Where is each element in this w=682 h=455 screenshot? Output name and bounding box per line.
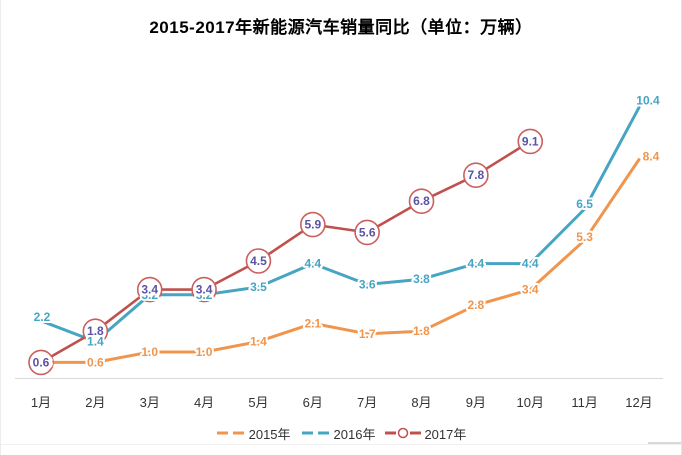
data-label: 8.4 (643, 150, 660, 164)
legend-label-2017: 2017年 (424, 426, 467, 442)
data-point-marker[interactable] (517, 128, 544, 155)
x-tick-label: 6月 (303, 395, 323, 410)
data-label: 3.4 (141, 283, 158, 297)
data-label: 5.9 (304, 218, 321, 232)
data-label: 4.4 (304, 257, 321, 271)
data-label: 3.8 (413, 272, 430, 286)
data-label: 0.6 (35, 355, 52, 369)
legend-marker-2017-icon (385, 427, 422, 439)
x-tick-label: 2月 (85, 395, 105, 410)
data-point-marker[interactable] (299, 211, 326, 238)
x-tick-label: 5月 (248, 395, 268, 410)
data-label: 7.8 (468, 168, 485, 182)
legend-item-2015[interactable]: 2015年 (216, 424, 291, 443)
data-point-marker[interactable] (28, 349, 54, 376)
legend-label-2015: 2015年 (248, 426, 291, 442)
data-label: 6.8 (413, 194, 430, 208)
data-point-marker[interactable] (463, 162, 489, 188)
data-point-marker[interactable] (82, 318, 109, 345)
bottom-divider (1, 444, 681, 445)
legend-item-2016[interactable]: 2016年 (301, 424, 376, 443)
data-label: 1.7 (359, 327, 376, 341)
data-label: 2.2 (34, 310, 51, 324)
x-tick-label: 9月 (466, 395, 486, 410)
data-label: 3.5 (250, 280, 267, 294)
data-label: 3.2 (141, 288, 158, 302)
legend-label-2016: 2016年 (333, 426, 376, 442)
x-tick-label: 4月 (194, 395, 214, 410)
data-label: 2.8 (468, 298, 485, 312)
x-tick-label: 12月 (625, 395, 652, 410)
x-tick-label: 8月 (411, 395, 431, 410)
data-label: 10.4 (636, 94, 660, 108)
data-label: 2.1 (304, 316, 321, 330)
data-label: 1.4 (87, 335, 104, 349)
legend-circle-marker (398, 427, 409, 439)
data-label: 5.6 (359, 225, 376, 239)
data-point-marker[interactable] (354, 219, 380, 246)
watermark (648, 442, 681, 444)
data-label: 4.4 (522, 257, 539, 271)
data-label: 4.4 (468, 257, 485, 271)
legend: 2015年 2016年 2017年 (1, 424, 681, 442)
x-tick-label: 11月 (571, 395, 598, 410)
data-label: 1.8 (87, 324, 104, 338)
x-tick-label: 7月 (357, 395, 377, 410)
data-point-marker[interactable] (136, 276, 163, 303)
data-label: 1.8 (413, 324, 430, 338)
legend-marker-2016-icon (301, 431, 329, 435)
x-tick-label: 1月 (31, 395, 51, 410)
data-label: 3.6 (359, 277, 376, 291)
data-label: 0.6 (33, 355, 50, 369)
series-line-2017年 (39, 140, 532, 364)
data-point-marker[interactable] (245, 248, 272, 274)
data-label: 0.6 (87, 355, 104, 369)
legend-marker-2015-icon (216, 431, 244, 435)
legend-item-2017[interactable]: 2017年 (385, 424, 466, 443)
data-label: 3.4 (522, 283, 539, 297)
data-label: 4.5 (250, 254, 267, 268)
data-label: 3.4 (196, 283, 213, 297)
data-label: 1.0 (141, 345, 158, 359)
data-label: 3.2 (196, 288, 213, 302)
chart-title: 2015-2017年新能源汽车销量同比（单位：万辆） (149, 18, 533, 37)
data-label: 6.5 (576, 197, 593, 211)
data-label: 1.0 (196, 345, 213, 359)
x-tick-label: 3月 (140, 395, 160, 410)
series-line-2016年 (39, 106, 641, 344)
data-point-marker[interactable] (191, 276, 217, 303)
x-tick-label: 10月 (517, 395, 544, 410)
data-point-marker[interactable] (408, 188, 435, 214)
data-label: 1.4 (250, 335, 267, 349)
data-label: 9.1 (522, 134, 539, 148)
series-line-2015年 (39, 158, 641, 364)
data-label: 5.3 (576, 230, 593, 244)
